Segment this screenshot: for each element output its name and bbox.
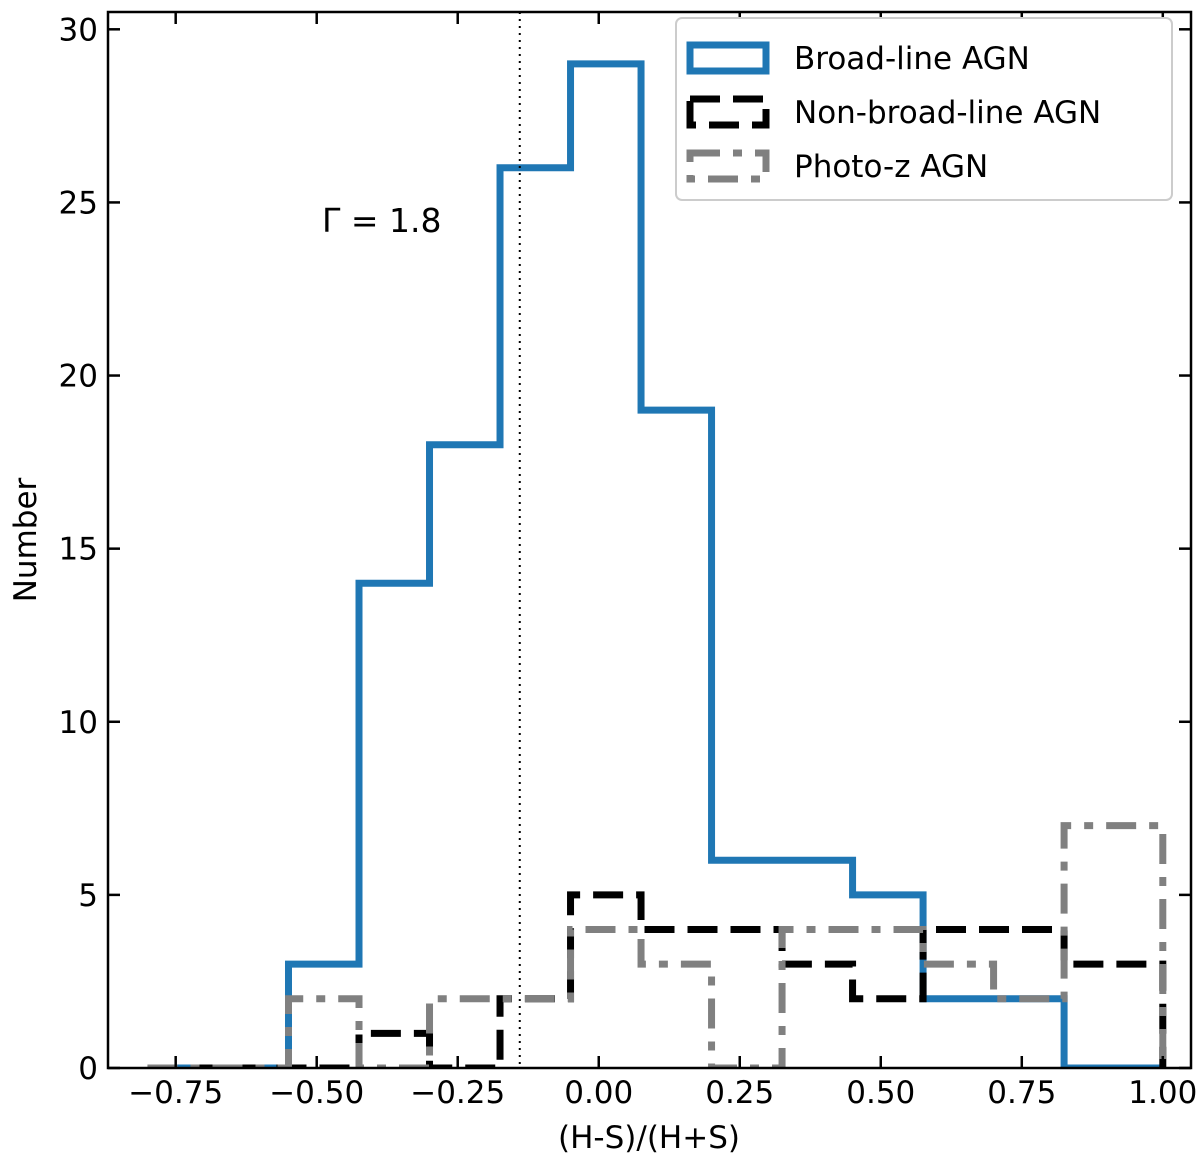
x-tick-label: 0.00 — [564, 1075, 633, 1111]
legend-box — [675, 17, 1173, 201]
legend-label-2: Non-broad-line AGN — [794, 95, 1101, 131]
y-tick-label: 10 — [59, 705, 98, 741]
y-tick-label: 25 — [59, 185, 98, 221]
x-tick-label: 0.25 — [705, 1075, 774, 1111]
y-axis: 0 5 10 15 20 25 30 — [59, 12, 1191, 1087]
y-tick-label: 30 — [59, 12, 98, 48]
y-axis-label: Number — [8, 477, 44, 602]
x-tick-label: −0.75 — [128, 1075, 223, 1111]
y-tick-label: 20 — [59, 359, 98, 395]
legend: Broad-line AGN Non-broad-line AGN Photo-z … — [675, 17, 1173, 201]
gamma-annotation: Γ = 1.8 — [322, 201, 442, 240]
x-tick-label: 0.75 — [987, 1075, 1056, 1111]
x-tick-label: −0.50 — [269, 1075, 364, 1111]
x-axis-label: (H-S)/(H+S) — [558, 1120, 740, 1156]
legend-swatch-1 — [686, 41, 770, 75]
plot-frame — [106, 10, 1193, 1070]
series-2-outline — [147, 891, 1167, 1068]
series-3-outline — [147, 822, 1167, 1068]
series-layer — [147, 60, 1167, 1068]
x-tick-label: 0.50 — [846, 1075, 915, 1111]
x-tick-label: 1.00 — [1128, 1075, 1197, 1111]
y-tick-label: 0 — [78, 1051, 98, 1087]
legend-swatch-3 — [686, 149, 770, 183]
y-tick-label: 5 — [78, 878, 98, 914]
series-1-outline — [147, 60, 1163, 1068]
legend-label-3: Photo-z AGN — [794, 149, 988, 185]
x-axis: −0.75 −0.50 −0.25 0.00 0.25 0.50 0.75 1.00 — [128, 12, 1197, 1111]
y-tick-label: 15 — [59, 532, 98, 568]
legend-swatch-2 — [686, 95, 770, 129]
legend-label-1: Broad-line AGN — [794, 41, 1030, 77]
x-tick-label: −0.25 — [410, 1075, 505, 1111]
